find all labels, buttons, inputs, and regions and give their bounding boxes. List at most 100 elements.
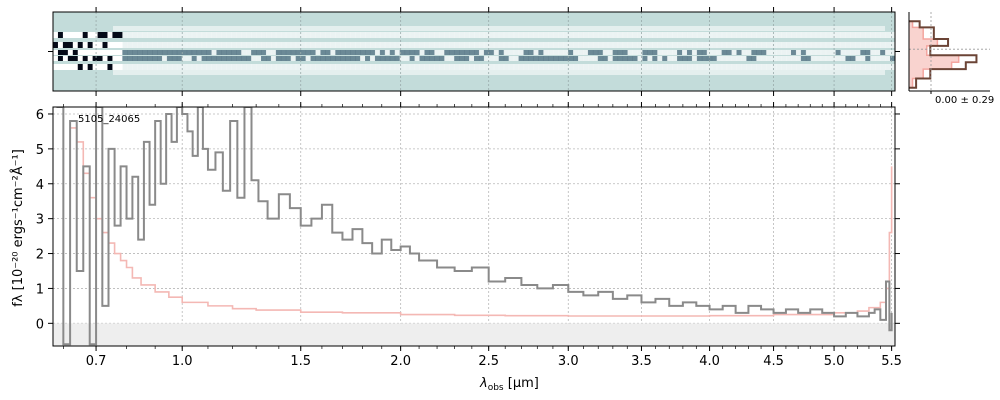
heatmap-cell — [543, 32, 549, 38]
heatmap-cell — [498, 42, 505, 48]
heatmap-cell — [845, 64, 851, 70]
heatmap-cell — [186, 56, 193, 61]
heatmap-cell — [394, 50, 401, 55]
heatmap-cell — [414, 56, 421, 61]
heatmap-cell — [270, 56, 277, 61]
heatmap-cell — [87, 64, 94, 70]
heatmap-cell — [652, 50, 658, 55]
heatmap-cell — [602, 64, 609, 70]
heatmap-cell — [810, 32, 817, 38]
heatmap-cell — [672, 50, 678, 55]
heatmap-cell — [885, 64, 891, 70]
heatmap-cell — [578, 50, 584, 55]
heatmap-cell — [845, 32, 851, 38]
heatmap-cell — [731, 50, 738, 55]
heatmap-cell — [176, 42, 183, 48]
heatmap-cell — [786, 64, 792, 70]
heatmap-cell — [369, 56, 376, 61]
heatmap-cell — [563, 32, 569, 38]
heatmap-cell — [696, 42, 703, 48]
heatmap-cell — [285, 50, 292, 55]
heatmap-cell — [394, 64, 401, 70]
heatmap-cell — [662, 56, 668, 61]
heatmap-cell — [855, 64, 861, 70]
heatmap-cell — [478, 64, 485, 70]
heatmap-cell — [265, 64, 272, 70]
heatmap-cell — [637, 42, 643, 48]
heatmap-cell — [815, 32, 822, 38]
heatmap-cell — [870, 42, 876, 48]
heatmap-cell — [231, 64, 237, 70]
heatmap-cell — [880, 64, 886, 70]
heatmap-cell — [573, 42, 579, 48]
heatmap-cell — [424, 42, 430, 48]
heatmap-cell — [726, 42, 733, 48]
heatmap-cell — [761, 64, 767, 70]
heatmap-cell — [568, 32, 574, 38]
heatmap-cell — [795, 42, 802, 48]
heatmap-cell — [741, 32, 747, 38]
heatmap-cell — [553, 56, 559, 61]
heatmap-cell — [355, 64, 361, 70]
heatmap-cell — [241, 56, 247, 61]
heatmap-cell — [548, 32, 554, 38]
heatmap-cell — [305, 50, 312, 55]
heatmap-cell — [157, 64, 163, 70]
heatmap-cell — [622, 50, 629, 55]
spectrum-2d-ticks — [48, 7, 900, 96]
heatmap-cell — [53, 42, 59, 48]
heatmap-cell — [612, 64, 619, 70]
heatmap-cell — [369, 50, 376, 55]
heatmap-cell — [340, 64, 346, 70]
y-tick-label: 5 — [36, 143, 44, 158]
heatmap-cell — [578, 56, 584, 61]
heatmap-cell — [632, 42, 638, 48]
heatmap-cell — [142, 56, 148, 61]
heatmap-cell — [850, 50, 856, 55]
heatmap-cell — [132, 56, 138, 61]
y-tick-label: 2 — [36, 248, 44, 263]
heatmap-cell — [746, 32, 752, 38]
heatmap-cell — [885, 32, 891, 38]
heatmap-cell — [176, 32, 183, 38]
heatmap-cell — [117, 42, 123, 48]
heatmap-cell — [374, 56, 381, 61]
heatmap-cell — [835, 56, 842, 61]
heatmap-cell — [706, 64, 713, 70]
heatmap-cell — [325, 42, 331, 48]
heatmap-cell — [622, 42, 629, 48]
heatmap-cell — [365, 50, 371, 55]
heatmap-cell — [597, 32, 604, 38]
heatmap-cell — [622, 56, 629, 61]
heatmap-cell — [706, 56, 713, 61]
heatmap-cell — [469, 56, 475, 61]
heatmap-cell — [444, 42, 450, 48]
heatmap-cell — [379, 56, 386, 61]
heatmap-cell — [325, 50, 331, 55]
heatmap-cell — [221, 64, 227, 70]
heatmap-cell — [677, 42, 683, 48]
heatmap-cell — [642, 32, 648, 38]
heatmap-cell — [790, 32, 797, 38]
heatmap-cell — [290, 42, 297, 48]
heatmap-cell — [711, 56, 718, 61]
heatmap-cell — [860, 50, 866, 55]
heatmap-cell — [880, 50, 886, 55]
heatmap-cell — [726, 56, 733, 61]
heatmap-cell — [795, 32, 802, 38]
x-tick-label: 1.5 — [290, 354, 311, 369]
heatmap-cell — [706, 32, 713, 38]
heatmap-cell — [241, 32, 247, 38]
heatmap-cell — [295, 32, 302, 38]
heatmap-cell — [384, 64, 391, 70]
heatmap-cell — [176, 56, 183, 61]
heatmap-cell — [236, 64, 242, 70]
heatmap-cell — [766, 50, 772, 55]
heatmap-cell — [483, 50, 490, 55]
heatmap-cell — [216, 56, 222, 61]
heatmap-cell — [538, 56, 544, 61]
heatmap-cell — [444, 32, 450, 38]
heatmap-cell — [310, 42, 317, 48]
heatmap-cell — [825, 64, 832, 70]
